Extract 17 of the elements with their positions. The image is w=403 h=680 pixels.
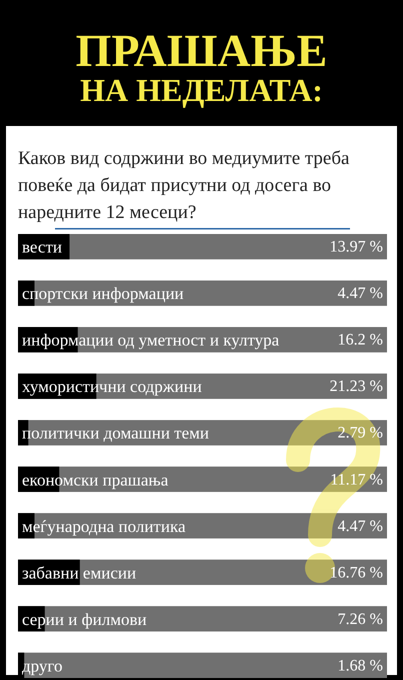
- chart-title: ПРАШАЊЕ НА НЕДЕЛАТА:: [76, 25, 328, 108]
- data-label: 4.47 %: [338, 518, 383, 535]
- data-label: 1.68 %: [338, 657, 383, 674]
- y-tick-label: серии и филмови: [22, 610, 147, 629]
- data-label: 7.26 %: [338, 610, 383, 628]
- data-label: 13.97 %: [330, 238, 383, 256]
- chart-subtitle: Каков вид содржини во медиумите треба повеќе да бидат присутни од досега во наредните 12 месеци?: [18, 148, 350, 223]
- data-label: 4.47 %: [338, 285, 383, 302]
- data-label: 2.79 %: [338, 424, 383, 442]
- y-tick-label: забавни емисии: [22, 563, 136, 582]
- y-tick-label: хумористични содржини: [22, 377, 202, 396]
- data-label: 16.2 %: [338, 332, 383, 349]
- y-tick-label: информации од уметност и култура: [22, 330, 280, 350]
- data-label: 16.76 %: [330, 564, 383, 582]
- y-tick-label: вести: [22, 238, 62, 257]
- data-label: 21.23 %: [330, 378, 383, 396]
- data-label: 11.17 %: [330, 471, 383, 488]
